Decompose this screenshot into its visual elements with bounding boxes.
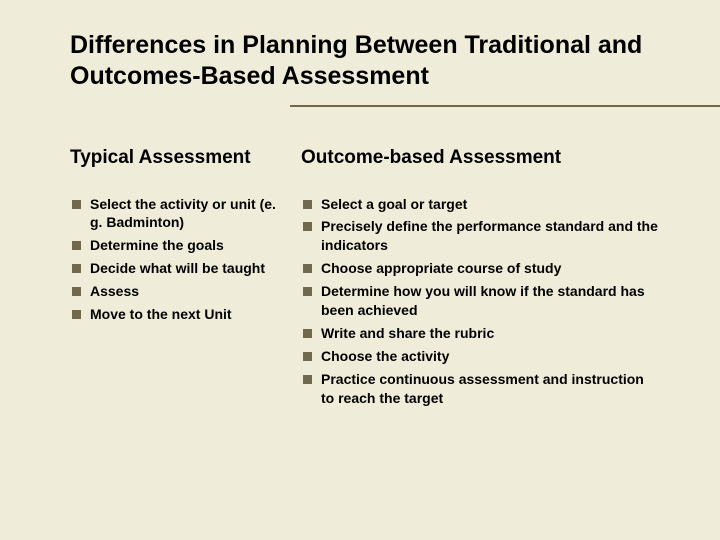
left-bullet-item: Select the activity or unit (e. g. Badmi… xyxy=(70,195,285,233)
left-bullet-item: Decide what will be taught xyxy=(70,259,285,278)
left-column-header: Typical Assessment xyxy=(70,147,285,169)
slide: Differences in Planning Between Traditio… xyxy=(0,0,720,540)
right-bullet-item: Write and share the rubric xyxy=(301,324,660,343)
right-bullet-item: Choose the activity xyxy=(301,347,660,366)
slide-title: Differences in Planning Between Traditio… xyxy=(70,30,660,93)
right-bullet-item: Practice continuous assessment and instr… xyxy=(301,370,660,408)
left-bullet-item: Move to the next Unit xyxy=(70,305,285,324)
right-bullet-item: Precisely define the performance standar… xyxy=(301,217,660,255)
left-column: Typical Assessment Select the activity o… xyxy=(70,147,285,412)
columns: Typical Assessment Select the activity o… xyxy=(70,147,660,412)
right-bullet-item: Determine how you will know if the stand… xyxy=(301,282,660,320)
right-bullet-item: Select a goal or target xyxy=(301,195,660,214)
right-bullet-item: Choose appropriate course of study xyxy=(301,259,660,278)
right-bullet-list: Select a goal or target Precisely define … xyxy=(301,195,660,408)
left-bullet-item: Determine the goals xyxy=(70,236,285,255)
right-column-header: Outcome-based Assessment xyxy=(301,147,660,169)
left-bullet-item: Assess xyxy=(70,282,285,301)
left-bullet-list: Select the activity or unit (e. g. Badmi… xyxy=(70,195,285,324)
right-column: Outcome-based Assessment Select a goal o… xyxy=(301,147,660,412)
divider-line xyxy=(290,105,720,107)
